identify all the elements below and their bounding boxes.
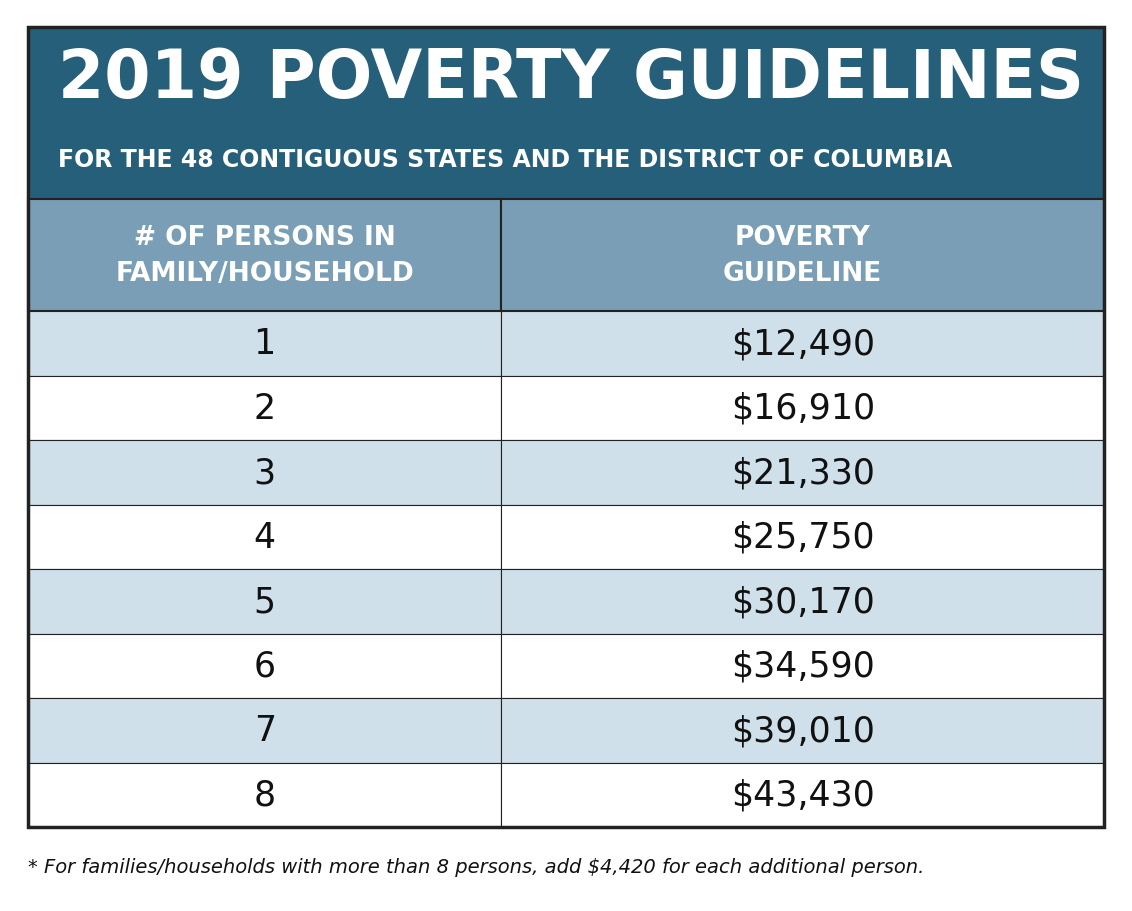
Text: $43,430: $43,430 [731,778,875,812]
Bar [28,28,1104,827]
Text: 6: 6 [254,649,276,683]
Text: 8: 8 [254,778,276,812]
Bar [28,505,501,569]
Bar [501,200,1104,312]
Text: 2: 2 [254,392,276,425]
Text: $16,910: $16,910 [730,392,875,425]
Bar [28,200,501,312]
Text: 1: 1 [254,327,276,361]
Text: * For families/households with more than 8 persons, add $4,420 for each addition: * For families/households with more than… [28,857,925,876]
Bar [501,312,1104,376]
Text: 3: 3 [254,456,276,490]
Bar [501,376,1104,441]
Text: 5: 5 [254,585,276,619]
Bar [28,698,501,763]
Text: $12,490: $12,490 [731,327,875,361]
Text: 2019 POVERTY GUIDELINES: 2019 POVERTY GUIDELINES [58,46,1084,112]
Text: FOR THE 48 CONTIGUOUS STATES AND THE DISTRICT OF COLUMBIA: FOR THE 48 CONTIGUOUS STATES AND THE DIS… [58,148,952,172]
Text: 7: 7 [254,713,276,747]
Text: # OF PERSONS IN
FAMILY/HOUSEHOLD: # OF PERSONS IN FAMILY/HOUSEHOLD [115,225,414,287]
Bar [28,376,501,441]
Text: $21,330: $21,330 [731,456,875,490]
Bar [501,763,1104,827]
Bar [501,505,1104,569]
Bar [28,763,501,827]
Text: $39,010: $39,010 [731,713,875,747]
Text: 4: 4 [254,520,276,554]
Text: $30,170: $30,170 [731,585,875,619]
Bar [501,441,1104,505]
Bar [28,441,501,505]
Bar [501,634,1104,698]
Bar [28,28,1104,200]
Bar [28,312,501,376]
Text: $34,590: $34,590 [731,649,875,683]
Bar [28,569,501,634]
Text: POVERTY
GUIDELINE: POVERTY GUIDELINE [723,225,882,287]
Bar [501,698,1104,763]
Text: $25,750: $25,750 [731,520,874,554]
Bar [501,569,1104,634]
Bar [28,634,501,698]
